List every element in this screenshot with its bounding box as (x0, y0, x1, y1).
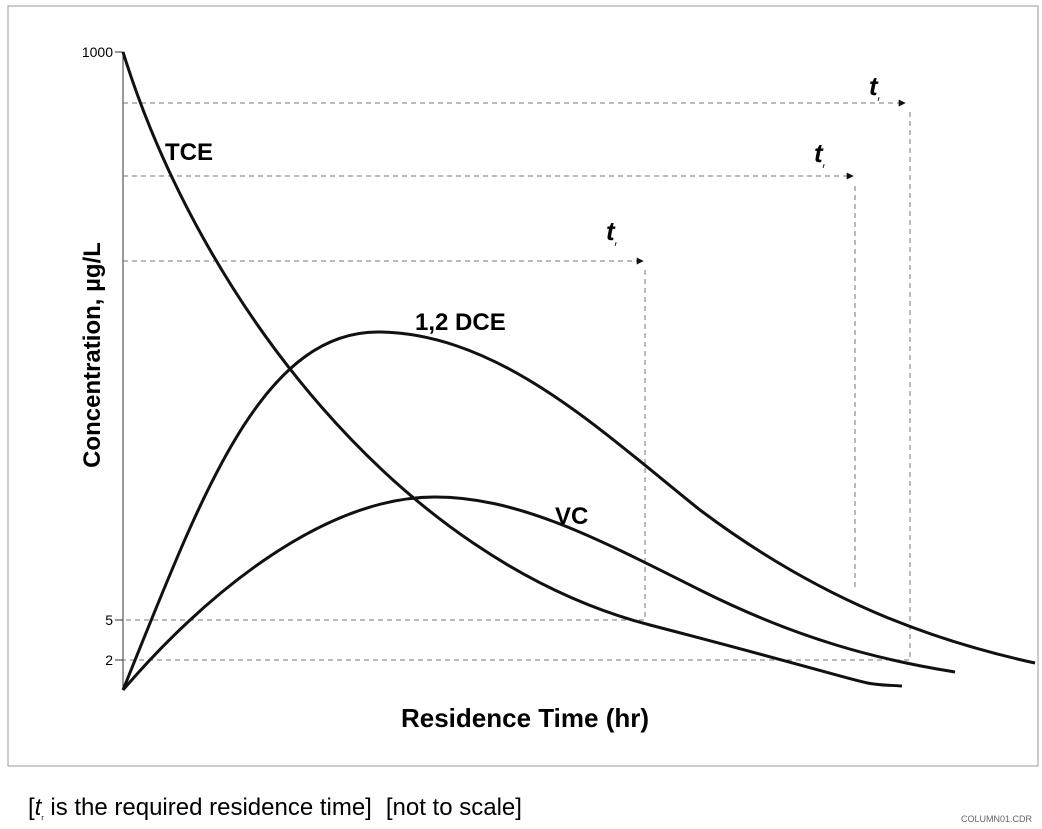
guide (123, 270, 646, 621)
y-axis-label: Concentration, µg/L (79, 242, 106, 468)
caption-subscript: r (41, 815, 44, 822)
x-axis-label: Residence Time (hr) (401, 703, 649, 733)
t-symbol: t (814, 138, 824, 168)
t-label: tr (869, 71, 881, 103)
guide (123, 112, 911, 661)
caption-open: [ (28, 794, 35, 821)
caption-text: is the required residence time] (44, 794, 372, 821)
t-label: tr (814, 138, 826, 170)
dce-curve (121, 330, 1036, 691)
caption: [tr is the required residence time] [not … (28, 794, 522, 822)
t-subscript: r (878, 97, 881, 103)
t-symbol: t (869, 71, 879, 101)
y-tick-label: 1000 (82, 44, 113, 60)
tce-curve (121, 51, 903, 688)
y-tick-label: 2 (105, 652, 113, 668)
t-subscript: r (823, 164, 826, 170)
curve-label: TCE (165, 139, 213, 166)
caption-note: [not to scale] (386, 794, 522, 821)
vc-curve (121, 495, 956, 691)
file-name: COLUMN01.CDR (961, 814, 1033, 824)
curve-label: VC (555, 503, 588, 530)
caption-symbol: t (35, 794, 43, 821)
t-symbol: t (606, 216, 616, 246)
y-tick-label: 5 (105, 612, 113, 628)
curve-label: 1,2 DCE (415, 309, 506, 336)
frame (7, 5, 1039, 767)
t-label: tr (606, 216, 618, 248)
t-subscript: r (615, 242, 618, 248)
